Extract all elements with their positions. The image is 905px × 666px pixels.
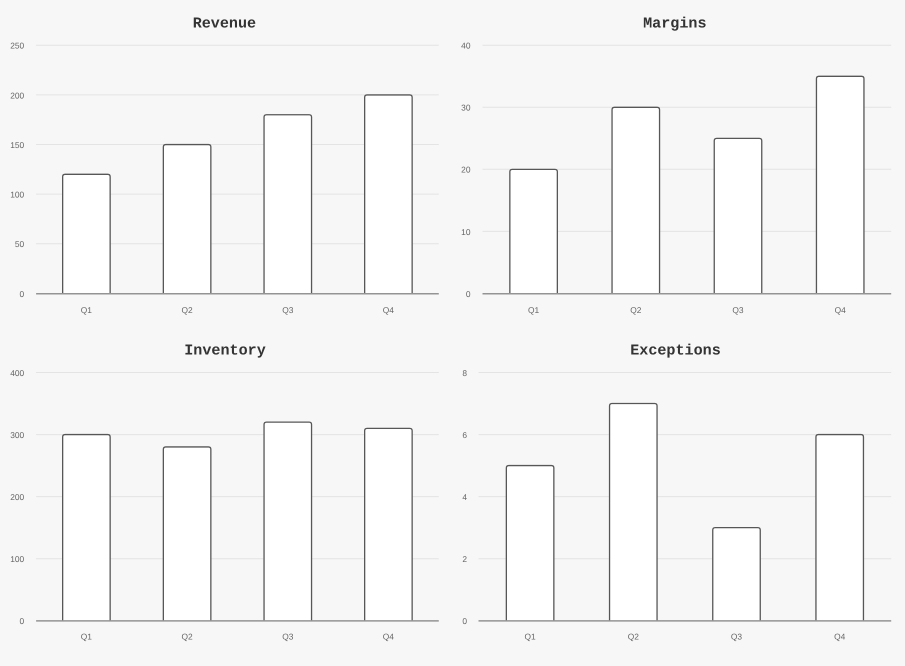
svg-text:Q2: Q2 (182, 305, 194, 315)
svg-text:0: 0 (20, 289, 25, 299)
svg-text:200: 200 (10, 492, 24, 502)
svg-text:Q3: Q3 (282, 631, 294, 641)
svg-text:100: 100 (10, 190, 24, 200)
svg-text:150: 150 (10, 140, 24, 150)
svg-text:0: 0 (462, 616, 467, 626)
svg-text:100: 100 (10, 554, 24, 564)
svg-text:0: 0 (20, 616, 25, 626)
svg-text:6: 6 (462, 430, 467, 440)
svg-text:0: 0 (466, 289, 471, 299)
svg-text:30: 30 (461, 103, 471, 113)
svg-text:Q4: Q4 (834, 631, 846, 641)
svg-text:200: 200 (10, 90, 24, 100)
svg-text:Q1: Q1 (81, 631, 93, 641)
svg-text:40: 40 (461, 41, 471, 51)
svg-text:Q4: Q4 (835, 305, 847, 315)
svg-text:Q1: Q1 (528, 305, 540, 315)
svg-text:20: 20 (461, 165, 471, 175)
svg-text:Q2: Q2 (630, 305, 642, 315)
svg-text:Q4: Q4 (383, 631, 395, 641)
svg-text:Q3: Q3 (732, 305, 744, 315)
svg-text:Inventory: Inventory (184, 342, 266, 360)
svg-text:Revenue: Revenue (193, 14, 256, 32)
svg-text:Q3: Q3 (731, 631, 743, 641)
svg-text:250: 250 (10, 41, 24, 51)
svg-text:Q2: Q2 (628, 631, 640, 641)
svg-text:Q3: Q3 (282, 305, 294, 315)
svg-text:Q1: Q1 (525, 631, 537, 641)
svg-text:2: 2 (462, 554, 467, 564)
svg-text:50: 50 (15, 239, 25, 249)
svg-text:300: 300 (10, 430, 24, 440)
svg-text:Margins: Margins (643, 14, 706, 32)
svg-text:10: 10 (461, 227, 471, 237)
svg-text:4: 4 (462, 492, 467, 502)
svg-text:Q4: Q4 (383, 305, 395, 315)
svg-text:Q1: Q1 (81, 305, 93, 315)
svg-text:Q2: Q2 (182, 631, 194, 641)
svg-text:8: 8 (462, 368, 467, 378)
svg-text:400: 400 (10, 368, 24, 378)
svg-text:Exceptions: Exceptions (630, 342, 721, 360)
